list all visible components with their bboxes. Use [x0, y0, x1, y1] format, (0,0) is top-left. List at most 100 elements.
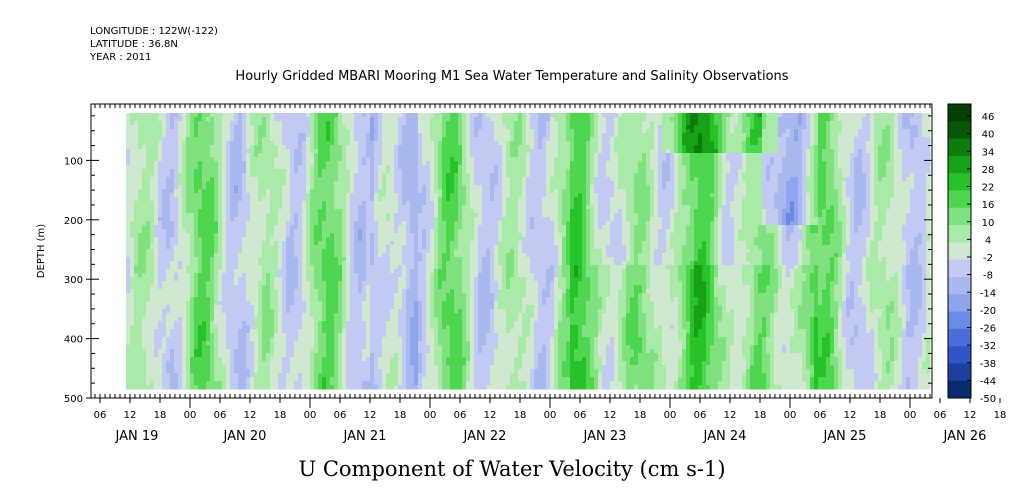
heatmap-cell [410, 233, 415, 238]
heatmap-cell [274, 225, 279, 230]
heatmap-cell [218, 129, 223, 134]
heatmap-cell [246, 301, 251, 306]
heatmap-cell [282, 337, 287, 342]
heatmap-cell [378, 221, 383, 226]
heatmap-cell [302, 201, 307, 206]
heatmap-cell [142, 157, 147, 162]
heatmap-cell [138, 189, 143, 194]
heatmap-cell [190, 317, 195, 322]
heatmap-cell [286, 117, 291, 122]
heatmap-cell [278, 189, 283, 194]
heatmap-cell [398, 373, 403, 378]
heatmap-cell [126, 145, 131, 150]
heatmap-cell [238, 273, 243, 278]
heatmap-cell [338, 325, 343, 330]
heatmap-cell [282, 381, 287, 386]
heatmap-cell [190, 289, 195, 294]
heatmap-cell [162, 313, 167, 318]
heatmap-cell [302, 337, 307, 342]
heatmap-cell [178, 193, 183, 198]
heatmap-cell [410, 273, 415, 278]
heatmap-cell [186, 113, 191, 118]
heatmap-cell [282, 253, 287, 258]
heatmap-cell [246, 165, 251, 170]
heatmap-cell [134, 137, 139, 142]
heatmap-cell [378, 381, 383, 386]
heatmap-cell [162, 189, 167, 194]
heatmap-cell [266, 161, 271, 166]
heatmap-cell [250, 321, 255, 326]
heatmap-cell [390, 145, 395, 150]
heatmap-cell [346, 181, 351, 186]
heatmap-cell [342, 277, 347, 282]
heatmap-cell [318, 281, 323, 286]
heatmap-cell [358, 277, 363, 282]
heatmap-cell [290, 133, 295, 138]
heatmap-cell [174, 237, 179, 242]
heatmap-cell [406, 241, 411, 246]
heatmap-cell [314, 249, 319, 254]
heatmap-cell [366, 129, 371, 134]
heatmap-cell [338, 293, 343, 298]
heatmap-cell [138, 121, 143, 126]
heatmap-cell [182, 325, 187, 330]
heatmap-cell [262, 373, 267, 378]
heatmap-cell [130, 337, 135, 342]
heatmap-cell [350, 209, 355, 214]
heatmap-cell [354, 125, 359, 130]
heatmap-cell [334, 245, 339, 250]
heatmap-cell [210, 133, 215, 138]
heatmap-cell [162, 301, 167, 306]
heatmap-cell [158, 285, 163, 290]
heatmap-cell [130, 237, 135, 242]
heatmap-cell [374, 365, 379, 370]
heatmap-cell [266, 381, 271, 386]
heatmap-cell [130, 173, 135, 178]
heatmap-cell [206, 141, 211, 146]
heatmap-cell [382, 205, 387, 210]
heatmap-cell [350, 293, 355, 298]
heatmap-cell [410, 309, 415, 314]
heatmap-cell [222, 149, 227, 154]
heatmap-cell [190, 137, 195, 142]
heatmap-cell [346, 125, 351, 130]
heatmap-cell [390, 273, 395, 278]
heatmap-cell [378, 201, 383, 206]
heatmap-cell [194, 241, 199, 246]
heatmap-cell [386, 225, 391, 230]
heatmap-cell [234, 201, 239, 206]
heatmap-cell [222, 189, 227, 194]
heatmap-cell [270, 309, 275, 314]
heatmap-cell [158, 145, 163, 150]
heatmap-cell [402, 245, 407, 250]
heatmap-cell [254, 245, 259, 250]
heatmap-cell [394, 373, 399, 378]
heatmap-cell [410, 381, 415, 386]
heatmap-cell [182, 237, 187, 242]
heatmap-cell [218, 169, 223, 174]
heatmap-cell [138, 313, 143, 318]
heatmap-cell [182, 181, 187, 186]
heatmap-cell [162, 241, 167, 246]
heatmap-cell [310, 381, 315, 386]
heatmap-cell [358, 281, 363, 286]
longitude-label: LONGITUDE : 122W(-122) [90, 26, 218, 37]
heatmap-cell [170, 297, 175, 302]
heatmap-cell [190, 229, 195, 234]
heatmap-cell [278, 241, 283, 246]
heatmap-cell [406, 281, 411, 286]
heatmap-cell [238, 197, 243, 202]
heatmap-cell [398, 377, 403, 382]
heatmap-cell [202, 117, 207, 122]
heatmap-cell [310, 361, 315, 366]
heatmap-cell [146, 197, 151, 202]
heatmap-cell [246, 177, 251, 182]
heatmap-cell [390, 245, 395, 250]
heatmap-cell [274, 297, 279, 302]
heatmap-cell [398, 381, 403, 386]
heatmap-cell [366, 301, 371, 306]
heatmap-cell [182, 337, 187, 342]
heatmap-cell [234, 301, 239, 306]
heatmap-cell [130, 257, 135, 262]
heatmap-cell [402, 181, 407, 186]
